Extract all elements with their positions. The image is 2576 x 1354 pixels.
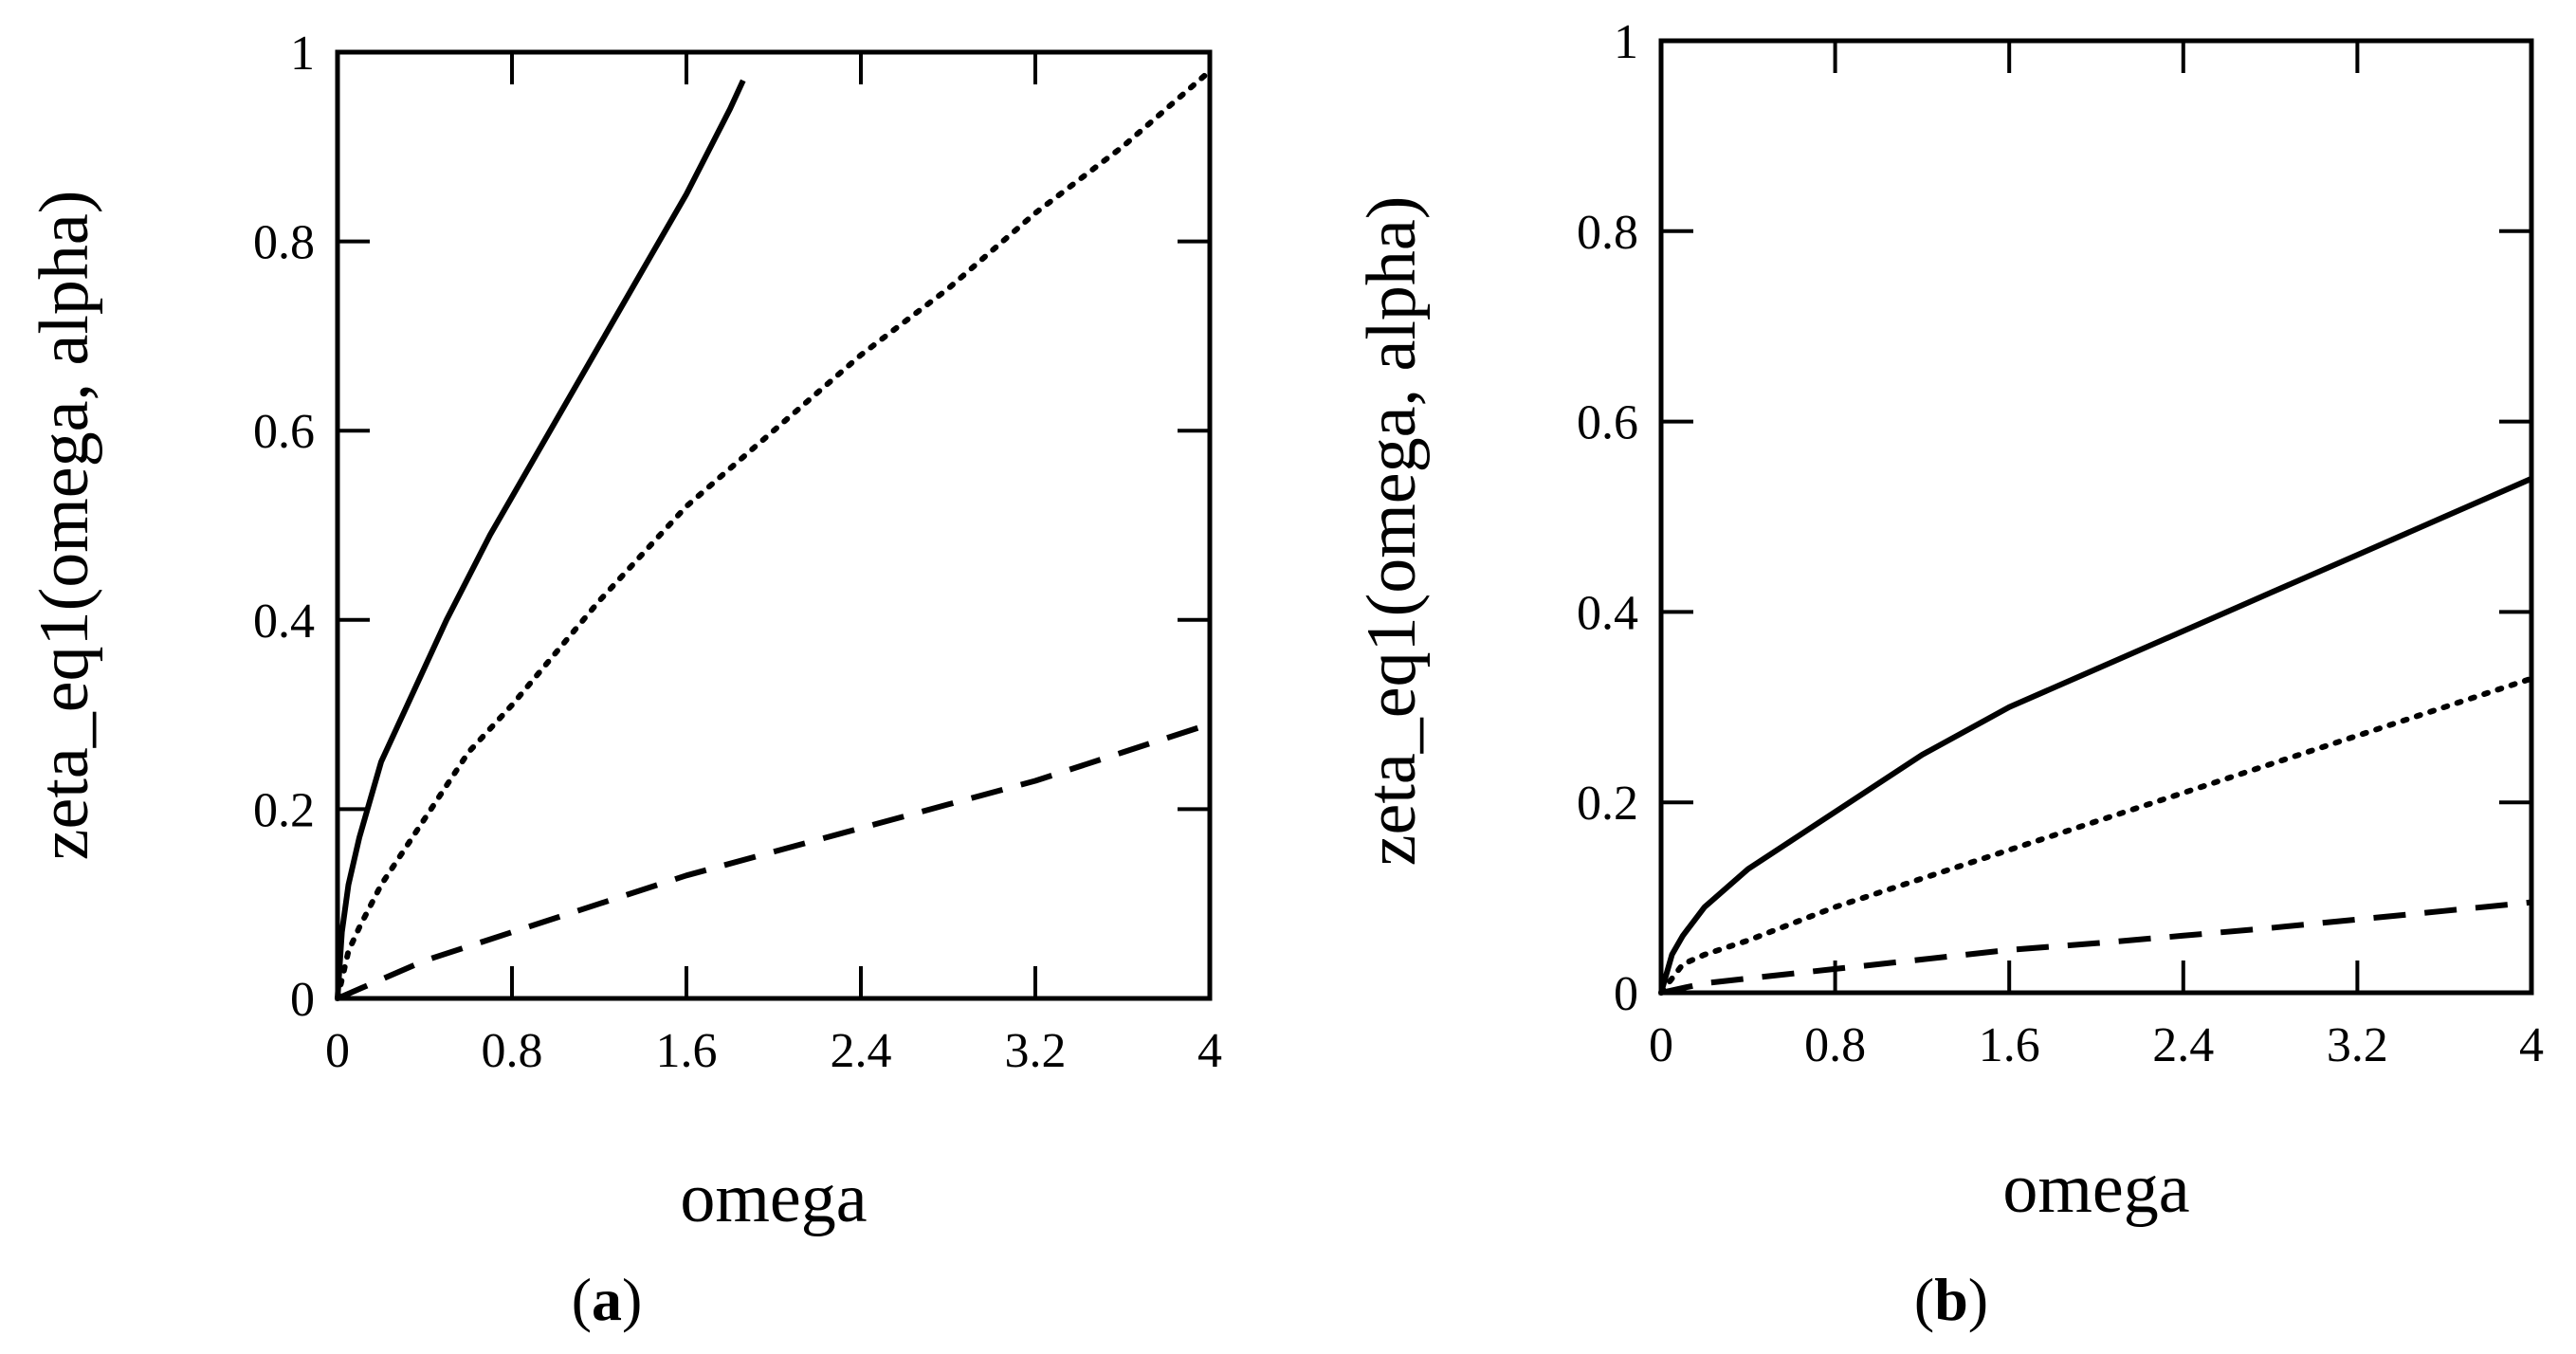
y-tick-label-b: 0.2 [1577, 777, 1638, 831]
x-axis-label-a: omega [680, 1160, 867, 1237]
x-tick-label-b: 0.8 [1804, 1018, 1866, 1072]
y-tick-label-b: 0.6 [1577, 396, 1638, 450]
panel-label-open-a: ( [572, 1266, 592, 1333]
tick-layer-b: 0 0.8 1.6 2.4 3.2 4 0 0.2 0.4 0.6 0.8 1 [1577, 15, 2544, 1072]
plot-frame-a [335, 49, 1213, 1001]
y-tick-label-a: 0.4 [253, 595, 315, 649]
panel-label-b: (b) [1914, 1266, 1988, 1333]
x-tick-label-b: 0 [1649, 1018, 1673, 1072]
y-axis-label-b: zeta_eq1(omega, alpha) [1353, 196, 1431, 867]
y-tick-label-b: 1 [1614, 15, 1638, 69]
series-line-dotted-a [335, 68, 1213, 1001]
x-axis-label-b: omega [2002, 1150, 2189, 1228]
series-line-dashed-b [1660, 899, 2532, 996]
x-tick-label-b: 4 [2519, 1018, 2544, 1072]
y-tick-label-a: 0 [290, 973, 315, 1027]
x-tick-label-a: 2.4 [831, 1024, 892, 1078]
y-tick-label-b: 0.4 [1577, 586, 1638, 640]
x-tick-label-a: 0 [325, 1024, 350, 1078]
series-line-solid-a [335, 79, 746, 999]
plot-frame-b [1658, 38, 2534, 996]
y-tick-label-a: 0.6 [253, 405, 315, 459]
y-axis-label-a: zeta_eq1(omega, alpha) [26, 191, 103, 861]
y-tick-label-a: 1 [290, 27, 315, 81]
tick-layer-a: 0 0.8 1.6 2.4 3.2 4 0 0.2 0.4 0.6 0.8 1 [253, 27, 1222, 1078]
panel-label-close-a: ) [622, 1266, 642, 1333]
y-tick-label-b: 0 [1614, 967, 1638, 1021]
x-tick-label-b: 1.6 [1979, 1018, 2040, 1072]
x-tick-label-b: 2.4 [2152, 1018, 2214, 1072]
panel-label-open-b: ( [1914, 1266, 1934, 1333]
x-tick-label-a: 4 [1197, 1024, 1222, 1078]
chart-panel-b: 0 0.8 1.6 2.4 3.2 4 0 0.2 0.4 0.6 0.8 1 omega zeta_… [1353, 15, 2544, 1333]
x-tick-label-a: 3.2 [1005, 1024, 1067, 1078]
series-line-dashed-a [336, 721, 1211, 1001]
y-tick-label-b: 0.8 [1577, 206, 1638, 260]
panel-label-letter-a: a [592, 1266, 622, 1333]
y-tick-label-a: 0.8 [253, 216, 315, 270]
series-line-solid-b [1658, 476, 2533, 994]
x-tick-label-a: 1.6 [656, 1024, 718, 1078]
chart-panel-a: 0 0.8 1.6 2.4 3.2 4 0 0.2 0.4 0.6 0.8 1 omega zeta_… [26, 27, 1222, 1333]
panel-label-letter-b: b [1934, 1266, 1968, 1333]
series-line-dotted-b [1658, 675, 2534, 996]
x-tick-label-b: 3.2 [2327, 1018, 2388, 1072]
series-layer-b [1658, 476, 2534, 996]
panel-label-a: (a) [572, 1266, 643, 1333]
y-tick-label-a: 0.2 [253, 783, 315, 837]
series-layer-a [335, 68, 1213, 1001]
x-tick-label-a: 0.8 [482, 1024, 543, 1078]
panel-label-close-b: ) [1968, 1266, 1988, 1333]
